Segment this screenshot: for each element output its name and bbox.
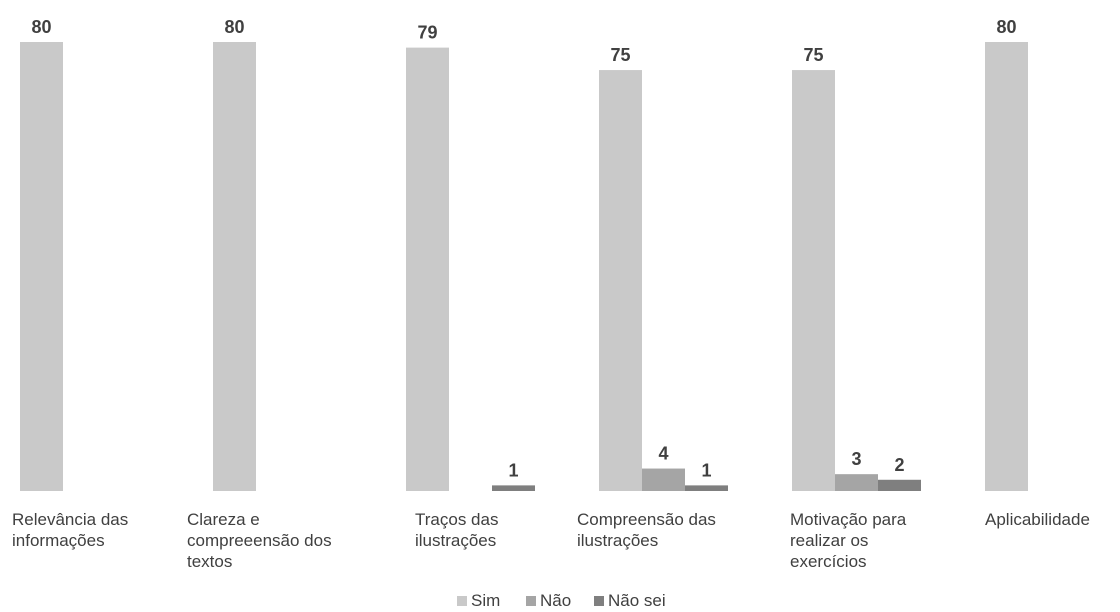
category-label: Compreensão das ilustrações: [577, 510, 716, 550]
legend: Sim Não Não sei: [457, 591, 666, 610]
value-label: 75: [610, 45, 630, 65]
value-label: 80: [996, 17, 1016, 37]
value-label: 79: [417, 23, 437, 43]
bar-não-sei-2: [492, 485, 535, 491]
value-label: 2: [894, 455, 904, 475]
bar-não-sei-3: [685, 485, 728, 491]
category-label: Relevância das informações: [12, 510, 128, 550]
value-label: 80: [31, 17, 51, 37]
legend-item: Não: [526, 591, 571, 610]
bars-layer: [20, 42, 1028, 492]
legend-swatch: [526, 596, 536, 606]
bar-sim-5: [985, 42, 1028, 491]
legend-swatch: [457, 596, 467, 606]
legend-label: Sim: [471, 591, 500, 610]
legend-item: Não sei: [594, 591, 666, 610]
bar-sim-3: [599, 70, 642, 491]
value-labels-layer: 80 80 79 1 75 4 1 75 3 2 80: [31, 17, 1016, 480]
legend-item: Sim: [457, 591, 500, 610]
bar-sim-4: [792, 70, 835, 491]
bar-não-4: [835, 474, 878, 491]
value-label: 4: [658, 444, 668, 464]
bar-não-sei-4: [878, 479, 921, 491]
value-label: 75: [803, 45, 823, 65]
bar-sim-1: [213, 42, 256, 491]
legend-label: Não: [540, 591, 571, 610]
bar-sim-2: [406, 47, 449, 492]
category-labels-layer: Relevância das informações Clareza e compre…: [12, 510, 1090, 571]
bar-não-3: [642, 468, 685, 491]
category-label: Traços das ilustrações: [415, 510, 498, 550]
value-label: 1: [508, 460, 518, 480]
value-label: 80: [224, 17, 244, 37]
category-label: Motivação para realizar os exercícios: [790, 510, 907, 571]
category-label: Clareza e compreeensão dos textos: [187, 510, 332, 571]
bar-sim-0: [20, 42, 63, 491]
legend-label: Não sei: [608, 591, 666, 610]
category-label: Aplicabilidade: [985, 510, 1090, 529]
legend-swatch: [594, 596, 604, 606]
value-label: 1: [701, 460, 711, 480]
value-label: 3: [851, 449, 861, 469]
